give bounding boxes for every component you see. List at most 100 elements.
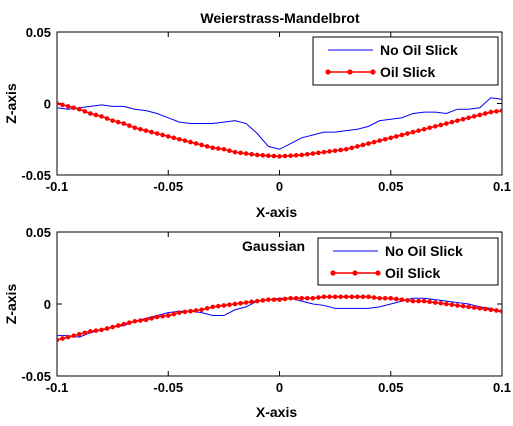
series-point-oil-slick: [154, 314, 160, 320]
series-point-oil-slick: [160, 313, 165, 319]
series-point-oil-slick: [394, 134, 399, 139]
series-point-oil-slick: [310, 151, 316, 156]
legend-label: No Oil Slick: [380, 42, 458, 58]
series-point-oil-slick: [483, 306, 488, 312]
series-point-oil-slick: [432, 124, 438, 129]
series-point-oil-slick: [99, 114, 104, 119]
series-point-oil-slick: [427, 125, 432, 131]
series-point-oil-slick: [182, 138, 188, 143]
series-point-oil-slick: [260, 298, 266, 303]
x-tick-label: -0.1: [46, 179, 68, 194]
chart-panel-1: -0.1 -0.05 0 0.05 0.10.050-0.05X-axisZ-axisW…: [3, 10, 511, 220]
series-point-oil-slick: [471, 114, 477, 119]
series-point-oil-slick: [171, 135, 177, 141]
series-point-oil-slick: [332, 148, 338, 153]
y-axis-label: Z-axis: [3, 284, 19, 325]
series-point-oil-slick: [60, 102, 65, 108]
series-point-oil-slick: [355, 144, 360, 149]
series-point-oil-slick: [143, 317, 149, 323]
series-point-oil-slick: [104, 116, 110, 121]
series-point-oil-slick: [432, 300, 438, 305]
legend-box: [317, 237, 499, 286]
series-point-oil-slick: [421, 126, 427, 132]
series-point-oil-slick: [238, 300, 243, 306]
series-point-oil-slick: [221, 146, 227, 152]
series-point-oil-slick: [371, 139, 377, 145]
y-tick-label: 0: [44, 297, 51, 312]
chart-title: Gaussian: [242, 238, 305, 254]
series-point-oil-slick: [82, 330, 88, 336]
series-point-oil-slick: [160, 132, 165, 138]
legend-label: Oil Slick: [385, 265, 440, 281]
series-point-oil-slick: [449, 302, 455, 308]
series-point-oil-slick: [121, 321, 127, 327]
series-point-oil-slick: [88, 111, 93, 116]
legend-marker: [352, 270, 358, 276]
x-tick-label: -0.05: [153, 179, 183, 194]
series-point-oil-slick: [76, 331, 82, 337]
series-point-oil-slick: [57, 337, 60, 343]
series-point-oil-slick: [104, 326, 110, 331]
series-point-oil-slick: [93, 328, 99, 333]
series-point-oil-slick: [266, 153, 271, 158]
series-point-oil-slick: [327, 149, 332, 154]
series-point-oil-slick: [444, 301, 449, 307]
series-point-oil-slick: [88, 329, 93, 334]
series-point-oil-slick: [282, 153, 288, 159]
series-point-oil-slick: [271, 153, 277, 159]
series-point-oil-slick: [377, 295, 382, 301]
series-point-oil-slick: [343, 146, 349, 152]
series-point-oil-slick: [238, 150, 243, 156]
series-point-oil-slick: [71, 105, 76, 111]
y-tick-label: 0: [44, 97, 51, 112]
series-point-oil-slick: [477, 306, 483, 311]
series-point-oil-slick: [216, 146, 221, 151]
chart-panel-2: -0.1 -0.05 0 0.05 0.10.050-0.05X-axisZ-axisG…: [3, 225, 511, 420]
series-point-oil-slick: [421, 298, 427, 304]
series-point-oil-slick: [221, 303, 227, 308]
series-point-oil-slick: [299, 295, 305, 301]
series-point-oil-slick: [460, 303, 466, 309]
series-point-oil-slick: [405, 131, 410, 136]
legend-marker: [330, 270, 336, 276]
series-point-oil-slick: [394, 296, 399, 302]
series-point-oil-slick: [199, 307, 204, 313]
series-point-oil-slick: [210, 304, 216, 310]
series-point-oil-slick: [249, 299, 254, 305]
series-point-oil-slick: [93, 112, 99, 118]
x-tick-label: -0.05: [153, 380, 183, 395]
series-point-oil-slick: [99, 327, 104, 333]
series-point-oil-slick: [438, 300, 444, 306]
series-point-oil-slick: [277, 297, 282, 302]
legend-marker: [325, 69, 331, 75]
series-point-oil-slick: [243, 151, 249, 156]
chart-title: Weierstrass-Mandelbrot: [200, 10, 360, 26]
series-point-oil-slick: [360, 294, 366, 300]
series-point-oil-slick: [249, 151, 254, 157]
series-point-oil-slick: [288, 295, 293, 301]
series-point-oil-slick: [494, 109, 499, 114]
series-point-oil-slick: [355, 294, 360, 300]
series-point-oil-slick: [282, 296, 288, 302]
series-point-oil-slick: [466, 304, 471, 310]
x-axis-label: X-axis: [256, 404, 297, 420]
series-point-oil-slick: [494, 308, 499, 313]
legend-marker: [347, 69, 353, 75]
series-point-oil-slick: [57, 101, 60, 106]
series-point-oil-slick: [316, 295, 321, 300]
series-point-oil-slick: [138, 126, 143, 132]
series-point-oil-slick: [455, 303, 460, 308]
series-point-oil-slick: [449, 119, 455, 125]
series-point-oil-slick: [338, 147, 343, 153]
series-point-oil-slick: [271, 297, 277, 302]
x-tick-label: 0: [276, 380, 283, 395]
series-point-oil-slick: [138, 318, 143, 323]
series-point-oil-slick: [483, 111, 488, 116]
series-point-oil-slick: [305, 151, 310, 157]
series-point-oil-slick: [227, 302, 232, 308]
legend-box: [312, 36, 499, 86]
series-point-oil-slick: [444, 121, 449, 126]
series-point-oil-slick: [127, 320, 132, 326]
series-point-oil-slick: [488, 109, 494, 115]
y-axis-label: Z-axis: [3, 83, 19, 124]
